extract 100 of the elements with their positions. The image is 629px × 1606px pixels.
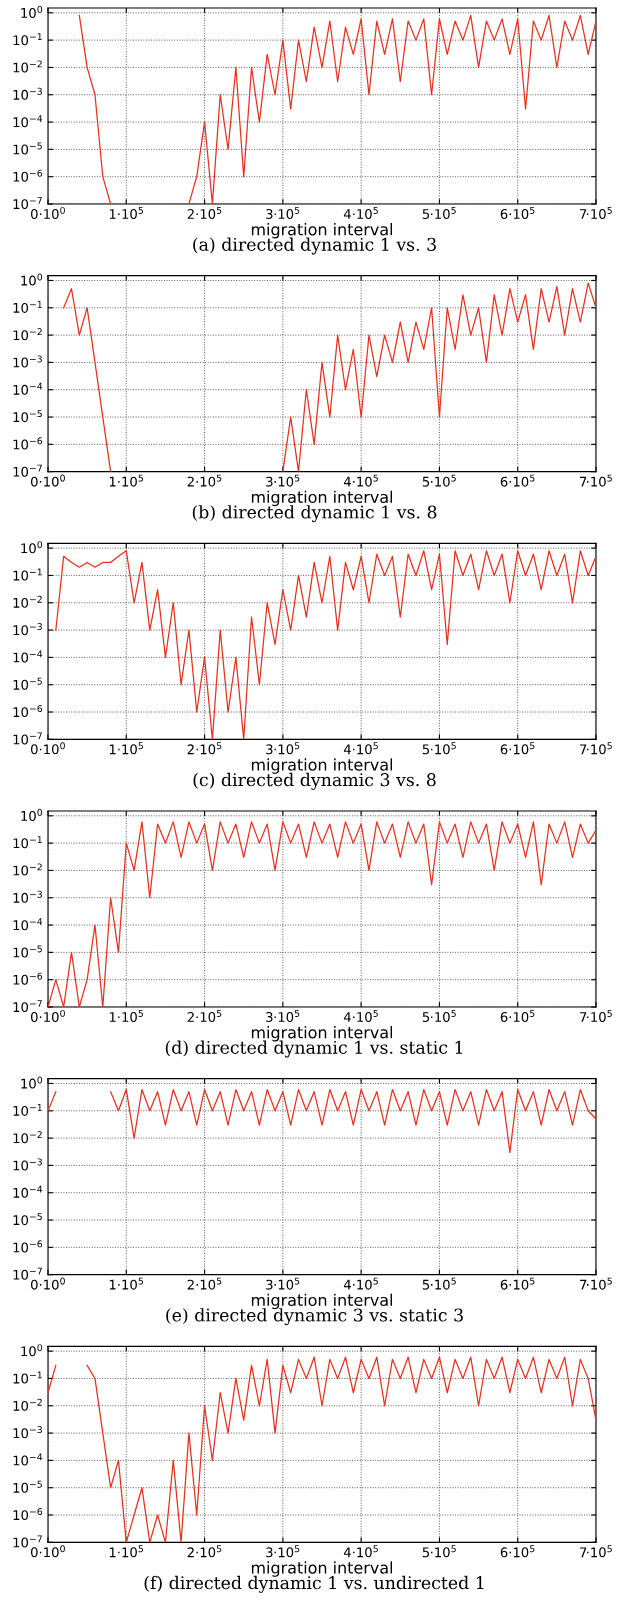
y-tick-label: 10$^{−1}$ bbox=[13, 33, 42, 46]
y-tick-label: 10$^{−6}$ bbox=[13, 1240, 43, 1253]
y-tick-label: 10$^{−5}$ bbox=[13, 410, 42, 423]
y-tick-label: 10$^{−1}$ bbox=[13, 300, 42, 313]
x-tick-label: 5·10$^{5}$ bbox=[422, 1545, 456, 1558]
x-tick-label: 4·10$^{5}$ bbox=[343, 1545, 378, 1558]
y-tick-label: 10$^{−1}$ bbox=[13, 1103, 42, 1116]
y-tick-label: 10$^{−1}$ bbox=[13, 836, 42, 849]
y-tick-label: 10$^{0}$ bbox=[21, 541, 43, 554]
x-tick-label: 1·10$^{5}$ bbox=[109, 1277, 143, 1290]
y-tick-label: 10$^{−1}$ bbox=[13, 568, 42, 581]
x-tick-label: 1·10$^{5}$ bbox=[109, 207, 143, 219]
text: (e) directed dynamic 3 vs. static 3 bbox=[166, 1308, 463, 1326]
y-tick-label: 10$^{−5}$ bbox=[13, 1480, 42, 1493]
x-tick-label: 6·10$^{5}$ bbox=[500, 207, 535, 219]
x-tick-label: 4·10$^{5}$ bbox=[343, 474, 378, 487]
x-tick-label: 5·10$^{5}$ bbox=[422, 474, 456, 487]
y-tick-label: 10$^{−7}$ bbox=[13, 1535, 42, 1548]
y-tick-label: 10$^{0}$ bbox=[21, 1076, 43, 1089]
text: (b) directed dynamic 1 vs. 8 bbox=[192, 505, 437, 523]
x-tick-label: 2·10$^{5}$ bbox=[187, 1010, 222, 1022]
x-tick-label: 7·10$^{5}$ bbox=[580, 1010, 612, 1022]
y-tick-label: 10$^{−2}$ bbox=[13, 1398, 42, 1411]
x-tick-label: 3·10$^{5}$ bbox=[266, 1545, 300, 1558]
x-tick-label: 0·10$^{0}$ bbox=[30, 1277, 65, 1290]
y-tick-label: 10$^{−7}$ bbox=[13, 464, 42, 477]
y-tick-label: 10$^{−2}$ bbox=[13, 328, 42, 341]
x-tick-label: 3·10$^{5}$ bbox=[266, 1277, 300, 1290]
y-tick-label: 10$^{0}$ bbox=[21, 5, 43, 18]
y-tick-label: 10$^{−6}$ bbox=[13, 437, 43, 450]
x-tick-label: 5·10$^{5}$ bbox=[422, 1010, 456, 1022]
y-tick-label: 10$^{−4}$ bbox=[13, 382, 43, 395]
y-tick-label: 10$^{−5}$ bbox=[13, 142, 42, 155]
x-tick-label: 0·10$^{0}$ bbox=[30, 742, 65, 755]
text: (c) directed dynamic 3 vs. 8 bbox=[193, 772, 436, 790]
y-tick-label: 10$^{−6}$ bbox=[13, 169, 43, 182]
x-tick-label: 1·10$^{5}$ bbox=[109, 1545, 143, 1558]
x-tick-label: 2·10$^{5}$ bbox=[187, 1277, 222, 1290]
y-tick-label: 10$^{0}$ bbox=[21, 808, 43, 821]
x-tick-label: 7·10$^{5}$ bbox=[580, 1545, 612, 1558]
x-tick-label: 4·10$^{5}$ bbox=[343, 207, 378, 219]
y-tick-label: 10$^{−4}$ bbox=[13, 650, 43, 663]
x-tick-label: 0·10$^{0}$ bbox=[30, 474, 65, 487]
y-tick-label: 10$^{−3}$ bbox=[13, 1426, 42, 1439]
x-tick-label: 1·10$^{5}$ bbox=[109, 742, 143, 755]
x-tick-label: 5·10$^{5}$ bbox=[422, 207, 456, 219]
x-tick-label: 6·10$^{5}$ bbox=[500, 1545, 535, 1558]
y-tick-label: 10$^{−6}$ bbox=[13, 1508, 43, 1521]
y-tick-label: 10$^{−4}$ bbox=[13, 1185, 43, 1198]
y-tick-label: 10$^{−5}$ bbox=[13, 945, 42, 958]
y-tick-label: 10$^{−6}$ bbox=[13, 705, 43, 718]
y-tick-label: 10$^{−6}$ bbox=[13, 972, 43, 985]
x-tick-label: 7·10$^{5}$ bbox=[580, 1277, 612, 1290]
x-axis-title: migration interval bbox=[251, 758, 393, 774]
y-tick-label: 10$^{−2}$ bbox=[13, 1131, 42, 1144]
y-tick-label: 10$^{−5}$ bbox=[13, 1213, 42, 1226]
x-tick-label: 1·10$^{5}$ bbox=[109, 474, 143, 487]
x-tick-label: 6·10$^{5}$ bbox=[500, 742, 535, 755]
y-tick-label: 10$^{−4}$ bbox=[13, 115, 43, 128]
text: (f) directed dynamic 1 vs. undirected 1 bbox=[144, 1575, 484, 1593]
x-tick-label: 6·10$^{5}$ bbox=[500, 474, 535, 487]
y-tick-label: 10$^{−3}$ bbox=[13, 1158, 42, 1171]
text: (a) directed dynamic 1 vs. 3 bbox=[193, 237, 436, 255]
y-tick-label: 10$^{−2}$ bbox=[13, 595, 42, 608]
y-tick-label: 10$^{−7}$ bbox=[13, 732, 42, 745]
y-tick-label: 10$^{−3}$ bbox=[13, 87, 42, 100]
y-tick-label: 10$^{−3}$ bbox=[13, 355, 42, 368]
y-tick-label: 10$^{−1}$ bbox=[13, 1371, 42, 1384]
x-tick-label: 7·10$^{5}$ bbox=[580, 474, 612, 487]
y-tick-label: 10$^{−5}$ bbox=[13, 677, 42, 690]
x-tick-label: 6·10$^{5}$ bbox=[500, 1010, 535, 1022]
x-tick-label: 2·10$^{5}$ bbox=[187, 742, 222, 755]
y-tick-label: 10$^{−2}$ bbox=[13, 863, 42, 876]
x-tick-label: 4·10$^{5}$ bbox=[343, 1277, 378, 1290]
y-tick-label: 10$^{0}$ bbox=[21, 1344, 43, 1357]
x-tick-label: 5·10$^{5}$ bbox=[422, 1277, 456, 1290]
x-tick-label: 5·10$^{5}$ bbox=[422, 742, 456, 755]
x-tick-label: 3·10$^{5}$ bbox=[266, 1010, 300, 1022]
x-tick-label: 0·10$^{0}$ bbox=[30, 1545, 65, 1558]
x-tick-label: 3·10$^{5}$ bbox=[266, 742, 300, 755]
x-tick-label: 3·10$^{5}$ bbox=[266, 207, 300, 219]
x-tick-label: 4·10$^{5}$ bbox=[343, 742, 378, 755]
y-tick-label: 10$^{−7}$ bbox=[13, 1267, 42, 1280]
x-tick-label: 1·10$^{5}$ bbox=[109, 1010, 143, 1022]
x-tick-label: 2·10$^{5}$ bbox=[187, 207, 222, 219]
y-tick-label: 10$^{−2}$ bbox=[13, 60, 42, 73]
x-tick-label: 7·10$^{5}$ bbox=[580, 742, 612, 755]
y-tick-label: 10$^{−4}$ bbox=[13, 918, 43, 931]
x-axis-title: migration interval bbox=[251, 1561, 393, 1577]
x-tick-label: 6·10$^{5}$ bbox=[500, 1277, 535, 1290]
x-tick-label: 3·10$^{5}$ bbox=[266, 474, 300, 487]
y-tick-label: 10$^{−4}$ bbox=[13, 1453, 43, 1466]
y-tick-label: 10$^{−3}$ bbox=[13, 623, 42, 636]
x-tick-label: 7·10$^{5}$ bbox=[580, 207, 612, 219]
x-tick-label: 2·10$^{5}$ bbox=[187, 474, 222, 487]
x-tick-label: 2·10$^{5}$ bbox=[187, 1545, 222, 1558]
x-tick-label: 4·10$^{5}$ bbox=[343, 1010, 378, 1022]
y-tick-label: 10$^{0}$ bbox=[21, 273, 43, 286]
y-tick-label: 10$^{−3}$ bbox=[13, 890, 42, 903]
line-series bbox=[55, 550, 596, 740]
